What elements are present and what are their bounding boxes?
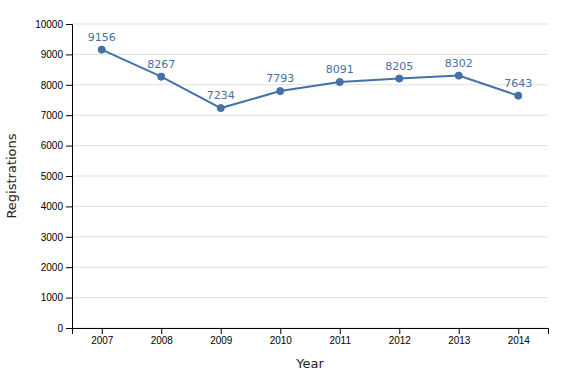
y-tick-label: 9000 [41, 49, 64, 60]
y-tick-label: 1000 [41, 292, 64, 303]
y-tick-label: 3000 [41, 232, 64, 243]
x-tick: 2011 [329, 328, 351, 346]
data-label: 7234 [207, 89, 235, 102]
point [217, 105, 224, 112]
x-tick-label: 2010 [270, 335, 293, 346]
grid [72, 24, 548, 328]
axis-line [66, 25, 73, 329]
x-tick-mark [459, 328, 460, 334]
y-tick-label: 10000 [35, 19, 63, 30]
y-tick-label: 7000 [41, 110, 64, 121]
y-tick-mark [66, 115, 72, 116]
x-tick-label: 2009 [210, 335, 233, 346]
axis-line [73, 329, 549, 335]
grid-line [72, 267, 548, 268]
y-tick-label: 5000 [41, 171, 64, 182]
y-tick: 7000 [41, 110, 72, 121]
data-label: 7793 [266, 72, 294, 85]
line [102, 50, 519, 108]
x-tick: 2008 [151, 328, 174, 346]
y-tick-label: 6000 [41, 140, 64, 151]
y-tick: 9000 [41, 49, 72, 60]
x-tick: 2007 [91, 328, 114, 346]
grid-line [72, 206, 548, 207]
y-tick-mark [66, 267, 72, 268]
y-tick-label: 2000 [41, 262, 64, 273]
x-tick-label: 2007 [91, 335, 114, 346]
x-tick-label: 2012 [389, 335, 412, 346]
x-tick-label: 2008 [151, 335, 174, 346]
x-tick: 2013 [448, 328, 471, 346]
grid-line [72, 54, 548, 55]
x-tick-label: 2013 [448, 335, 471, 346]
x-tick-mark [399, 328, 400, 334]
marks [98, 46, 522, 112]
y-tick-label: 4000 [41, 201, 64, 212]
plot: 2007 2008 2009 2010 2011 2012 2013 2014 0 1000 200… [35, 19, 548, 346]
x-tick: 2010 [270, 328, 293, 346]
y-tick: 1000 [41, 292, 72, 303]
y-tick: 6000 [41, 140, 72, 151]
y-tick: 10000 [35, 19, 72, 30]
grid-line [72, 24, 548, 25]
x-axis: 2007 2008 2009 2010 2011 2012 2013 2014 [73, 328, 549, 346]
x-tick: 2012 [389, 328, 412, 346]
data-labels: 9156 8267 7234 7793 8091 8205 8302 7643 [88, 31, 533, 102]
x-tick: 2009 [210, 328, 233, 346]
x-tick-label: 2014 [508, 335, 531, 346]
x-tick-mark [102, 328, 103, 334]
grid-line [72, 84, 548, 85]
x-tick-mark [518, 328, 519, 334]
grid-line [72, 297, 548, 298]
data-label: 8302 [445, 57, 473, 70]
data-label: 9156 [88, 31, 116, 44]
y-tick-mark [66, 298, 72, 299]
y-tick-label: 8000 [41, 80, 64, 91]
y-tick: 4000 [41, 201, 72, 212]
data-label: 7643 [504, 77, 532, 90]
x-tick-mark [340, 328, 341, 334]
data-label: 8205 [385, 60, 413, 73]
y-tick: 0 [57, 323, 72, 334]
point [455, 72, 462, 79]
y-axis: 0 1000 2000 3000 4000 5000 6000 7000 8000 9000 100… [35, 19, 72, 334]
point [336, 78, 343, 85]
y-tick-mark [66, 146, 72, 147]
x-tick-mark [280, 328, 281, 334]
y-tick-mark [66, 176, 72, 177]
x-tick-label: 2011 [329, 335, 351, 346]
y-tick-mark [66, 24, 72, 25]
data-label: 8267 [147, 58, 175, 71]
data-label: 8091 [326, 63, 354, 76]
x-tick-mark [221, 328, 222, 334]
x-tick: 2014 [508, 328, 531, 346]
y-tick-mark [66, 328, 72, 329]
point [515, 92, 522, 99]
grid-line [72, 176, 548, 177]
y-tick-mark [66, 85, 72, 86]
chart: 2007 2008 2009 2010 2011 2012 2013 2014 0 1000 200… [0, 0, 570, 380]
y-tick-mark [66, 237, 72, 238]
y-tick-label: 0 [57, 323, 63, 334]
y-tick: 5000 [41, 171, 72, 182]
y-tick-mark [66, 54, 72, 55]
y-tick: 3000 [41, 232, 72, 243]
y-tick: 8000 [41, 80, 72, 91]
y-tick: 2000 [41, 262, 72, 273]
grid-line [72, 236, 548, 237]
point [158, 73, 165, 80]
point [396, 75, 403, 82]
y-tick-mark [66, 206, 72, 207]
point [98, 46, 105, 53]
y-axis-title: Registrations [4, 133, 19, 218]
point [277, 88, 284, 95]
grid-line [72, 115, 548, 116]
grid-line [72, 145, 548, 146]
x-tick-mark [161, 328, 162, 334]
x-axis-title: Year [295, 356, 324, 371]
